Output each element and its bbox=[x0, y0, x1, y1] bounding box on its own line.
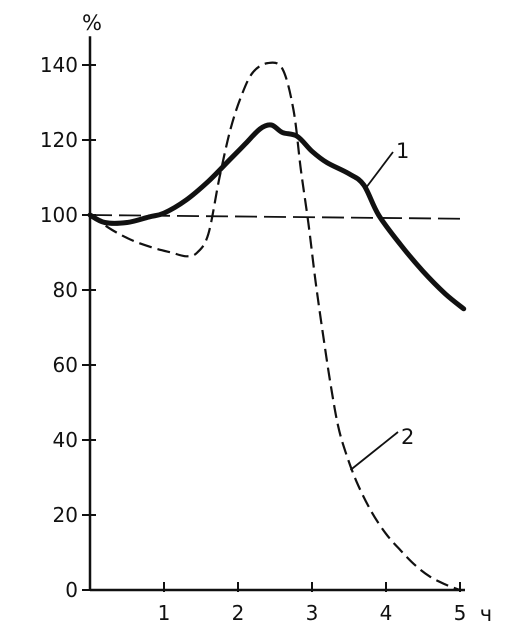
y-tick-label: 0 bbox=[65, 578, 78, 602]
series-1-leader-line bbox=[364, 151, 394, 190]
series-2-label: 2 bbox=[401, 425, 414, 449]
series-2-line bbox=[89, 61, 461, 592]
x-tick-label: 1 bbox=[158, 601, 171, 625]
series-2-leader-line bbox=[349, 431, 399, 471]
x-axis-unit-label: ч bbox=[480, 602, 492, 626]
y-tick-label: 100 bbox=[40, 203, 78, 227]
series-1-label: 1 bbox=[396, 139, 409, 163]
y-tick-label: 20 bbox=[53, 503, 78, 527]
labels-group: % ч 1 2 bbox=[82, 11, 492, 626]
series-group bbox=[87, 61, 467, 592]
y-tick-label: 60 bbox=[53, 353, 78, 377]
y-tick-label: 120 bbox=[40, 128, 78, 152]
x-tick-label: 2 bbox=[232, 601, 245, 625]
x-tick-label: 3 bbox=[306, 601, 319, 625]
x-tick-label: 5 bbox=[454, 601, 467, 625]
y-tick-label: 40 bbox=[53, 428, 78, 452]
x-tick-label: 4 bbox=[380, 601, 393, 625]
axes: 0 20 40 60 80 100 120 140 1 2 3 4 5 bbox=[40, 36, 467, 625]
y-axis-unit-label: % bbox=[82, 11, 102, 35]
y-tick-label: 80 bbox=[53, 278, 78, 302]
y-tick-label: 140 bbox=[40, 53, 78, 77]
series-1-line bbox=[87, 122, 467, 312]
